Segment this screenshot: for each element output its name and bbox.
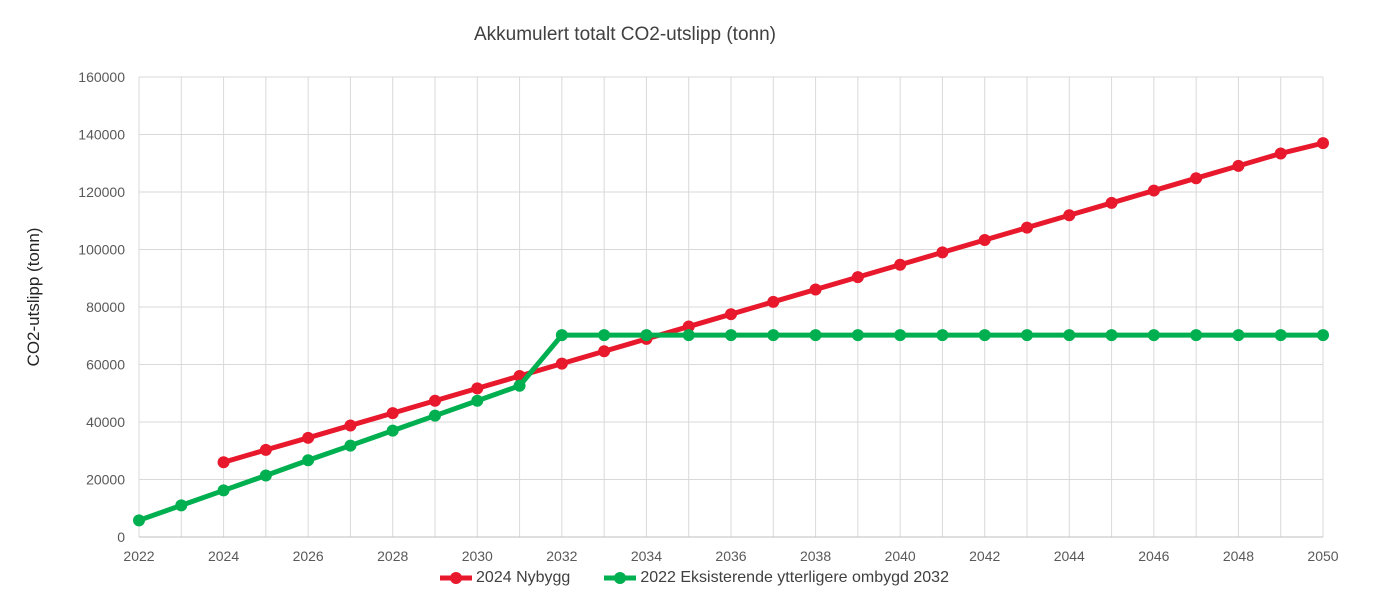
data-point-series-1: [1274, 147, 1287, 160]
y-tick-label: 160000: [78, 69, 125, 85]
x-tick-label: 2022: [123, 548, 154, 564]
data-point-series-1: [259, 443, 272, 456]
data-point-series-1: [302, 431, 315, 444]
x-tick-label: 2032: [546, 548, 577, 564]
data-point-series-1: [555, 357, 568, 370]
data-point-series-2: [386, 424, 399, 437]
y-tick-label: 20000: [86, 472, 125, 488]
y-tick-label: 140000: [78, 127, 125, 143]
data-point-series-2: [1317, 329, 1329, 342]
data-point-series-2: [1105, 329, 1118, 342]
data-point-series-2: [133, 514, 145, 527]
y-tick-label: 40000: [86, 414, 125, 430]
y-tick-label: 80000: [86, 299, 125, 315]
legend-swatch-series-2: [604, 572, 637, 584]
x-tick-label: 2046: [1138, 548, 1169, 564]
data-point-series-2: [767, 329, 780, 342]
y-tick-label: 100000: [78, 242, 125, 258]
data-point-series-1: [598, 345, 611, 358]
legend-item-series-2: 2022 Eksisterende ytterligere ombygd 203…: [604, 569, 949, 587]
chart-title: Akkumulert totalt CO2-utslipp (tonn): [473, 24, 776, 45]
data-point-series-1: [344, 419, 357, 432]
x-tick-label: 2040: [885, 548, 916, 564]
data-point-series-2: [1190, 329, 1203, 342]
data-point-series-1: [471, 382, 484, 395]
data-point-series-2: [851, 329, 864, 342]
x-tick-label: 2048: [1223, 548, 1254, 564]
data-point-series-1: [1063, 209, 1076, 222]
data-point-series-2: [598, 329, 611, 342]
data-point-series-2: [471, 394, 484, 407]
data-point-series-1: [894, 258, 907, 271]
x-tick-label: 2050: [1307, 548, 1338, 564]
legend: 2024 Nybygg 2022 Eksisterende ytterliger…: [0, 569, 1389, 587]
data-point-series-2: [1147, 329, 1160, 342]
data-point-series-1: [851, 271, 864, 284]
legend-item-series-1: 2024 Nybygg: [440, 569, 570, 587]
data-point-series-2: [513, 379, 526, 392]
data-point-series-2: [682, 329, 695, 342]
data-point-series-1: [1190, 172, 1203, 185]
data-point-series-1: [1021, 221, 1033, 234]
data-point-series-1: [682, 320, 695, 333]
data-point-series-2: [725, 329, 737, 342]
x-tick-label: 2038: [800, 548, 831, 564]
y-tick-label: 60000: [86, 357, 125, 373]
data-point-series-2: [344, 439, 357, 452]
data-point-series-2: [1063, 329, 1076, 342]
data-point-series-2: [1274, 329, 1287, 342]
x-tick-label: 2024: [208, 548, 239, 564]
data-point-series-2: [429, 409, 441, 422]
data-point-series-1: [767, 295, 780, 308]
data-point-series-1: [429, 394, 441, 407]
data-point-series-2: [809, 329, 822, 342]
data-point-series-1: [725, 308, 737, 321]
x-tick-label: 2044: [1054, 548, 1085, 564]
x-tick-label: 2042: [969, 548, 1000, 564]
data-point-series-2: [894, 329, 907, 342]
data-point-series-2: [555, 329, 568, 342]
data-point-series-2: [1021, 329, 1033, 342]
data-point-series-2: [217, 484, 230, 497]
legend-label-series-2: 2022 Eksisterende ytterligere ombygd 203…: [640, 569, 949, 586]
x-tick-label: 2034: [631, 548, 662, 564]
data-point-series-2: [936, 329, 949, 342]
x-tick-label: 2028: [377, 548, 408, 564]
data-point-series-1: [978, 234, 991, 247]
x-tick-label: 2030: [462, 548, 493, 564]
data-point-series-1: [936, 246, 949, 259]
data-point-series-2: [978, 329, 991, 342]
x-tick-label: 2036: [715, 548, 746, 564]
legend-swatch-series-1: [440, 572, 473, 584]
data-point-series-2: [259, 469, 272, 482]
data-point-series-2: [1232, 329, 1245, 342]
data-point-series-2: [640, 329, 653, 342]
x-tick-label: 2026: [293, 548, 324, 564]
data-point-series-1: [1105, 196, 1118, 209]
data-point-series-2: [302, 454, 315, 467]
y-tick-label: 120000: [78, 184, 125, 200]
data-point-series-1: [1147, 184, 1160, 197]
data-point-series-1: [1317, 137, 1329, 150]
data-point-series-1: [217, 456, 230, 469]
data-point-series-1: [809, 283, 822, 296]
data-point-series-1: [386, 407, 399, 420]
data-point-series-1: [1232, 159, 1245, 172]
legend-label-series-1: 2024 Nybygg: [476, 569, 571, 586]
y-tick-label: 0: [117, 529, 125, 545]
data-point-series-2: [175, 499, 188, 512]
